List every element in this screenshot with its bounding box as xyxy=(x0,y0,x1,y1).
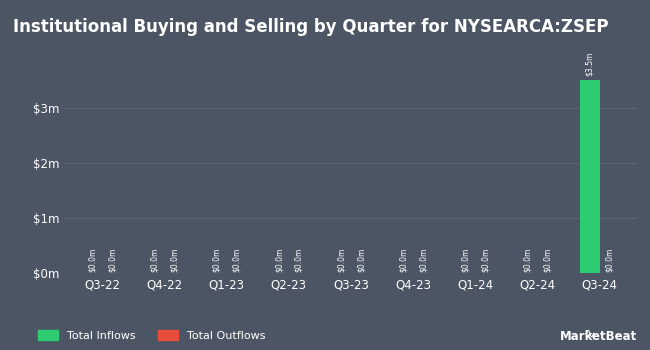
Text: $0.0m: $0.0m xyxy=(481,248,490,272)
Text: $0.0m: $0.0m xyxy=(419,248,428,272)
Text: $0.0m: $0.0m xyxy=(523,248,532,272)
Text: $0.0m: $0.0m xyxy=(605,248,614,272)
Text: $0.0m: $0.0m xyxy=(232,248,241,272)
Text: $3.5m: $3.5m xyxy=(585,51,594,76)
Text: $0.0m: $0.0m xyxy=(461,248,470,272)
Text: $0.0m: $0.0m xyxy=(88,248,97,272)
Text: $0.0m: $0.0m xyxy=(543,248,552,272)
Text: Institutional Buying and Selling by Quarter for NYSEARCA:ZSEP: Institutional Buying and Selling by Quar… xyxy=(13,18,608,35)
Text: $0.0m: $0.0m xyxy=(170,248,179,272)
Text: MarketBeat: MarketBeat xyxy=(560,330,637,343)
Text: ∿: ∿ xyxy=(583,327,595,341)
Legend: Total Inflows, Total Outflows: Total Inflows, Total Outflows xyxy=(38,330,265,341)
Text: $0.0m: $0.0m xyxy=(398,248,408,272)
Bar xyxy=(580,80,600,273)
Text: $0.0m: $0.0m xyxy=(294,248,304,272)
Text: $0.0m: $0.0m xyxy=(150,248,159,272)
Text: $0.0m: $0.0m xyxy=(274,248,283,272)
Text: $0.0m: $0.0m xyxy=(212,248,221,272)
Text: $0.0m: $0.0m xyxy=(356,248,365,272)
Text: $0.0m: $0.0m xyxy=(337,248,346,272)
Text: $0.0m: $0.0m xyxy=(108,248,117,272)
